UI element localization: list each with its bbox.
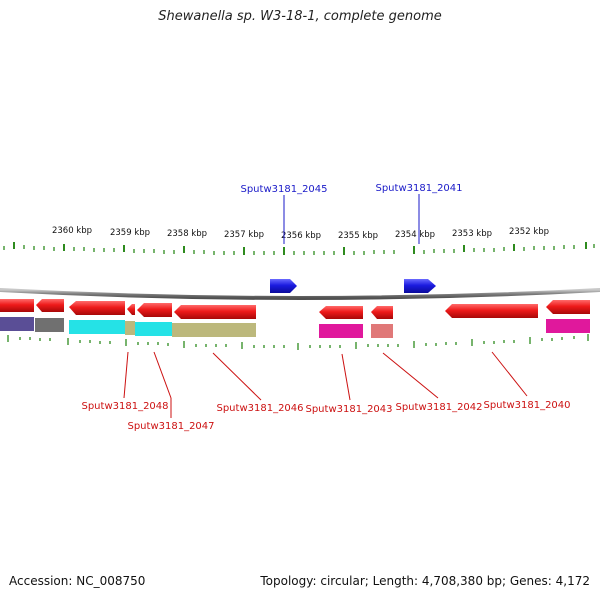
label-sputw3181-2043[interactable]: Sputw3181_2043 bbox=[305, 404, 392, 415]
reverse-strand bbox=[0, 299, 590, 319]
reverse-labels: Sputw3181_2048 Sputw3181_2047 Sputw3181_… bbox=[81, 351, 571, 432]
gene-reverse-left-edge[interactable] bbox=[0, 299, 34, 312]
accession-text: Accession: NC_008750 bbox=[9, 574, 146, 588]
gene-sputw3181-2042[interactable] bbox=[371, 306, 393, 319]
genome-backbone bbox=[0, 288, 600, 300]
gene-sputw3181-2041[interactable] bbox=[404, 279, 436, 293]
cog-segment-magenta-2 bbox=[546, 319, 590, 333]
label-sputw3181-2046[interactable]: Sputw3181_2046 bbox=[216, 403, 303, 414]
scale-major-ticks bbox=[13, 242, 587, 255]
scale-label-2360: 2360 kbp bbox=[52, 226, 92, 236]
gene-reverse-2[interactable] bbox=[36, 299, 64, 312]
gene-sputw3181-2047[interactable] bbox=[137, 303, 172, 317]
cog-segment-cyan-1 bbox=[69, 320, 125, 334]
label-sputw3181-2040[interactable]: Sputw3181_2040 bbox=[483, 400, 570, 411]
lower-ticks bbox=[7, 334, 589, 350]
label-sputw3181-2041[interactable]: Sputw3181_2041 bbox=[375, 183, 462, 194]
cog-segment-khaki-1 bbox=[125, 321, 135, 335]
label-sputw3181-2042[interactable]: Sputw3181_2042 bbox=[395, 402, 482, 413]
cog-segment-purple bbox=[0, 317, 34, 331]
genome-title: Shewanella sp. W3-18-1, complete genome bbox=[158, 9, 442, 24]
scale-label-2359: 2359 kbp bbox=[110, 228, 150, 238]
scale-label-2352: 2352 kbp bbox=[509, 227, 549, 237]
cog-band bbox=[0, 317, 590, 338]
scale-label-2355: 2355 kbp bbox=[338, 231, 378, 241]
label-sputw3181-2045[interactable]: Sputw3181_2045 bbox=[240, 184, 327, 195]
gene-reverse-right-edge[interactable] bbox=[546, 300, 590, 314]
forward-strand bbox=[270, 279, 436, 293]
label-sputw3181-2048[interactable]: Sputw3181_2048 bbox=[81, 401, 168, 412]
cog-segment-cyan-2 bbox=[135, 322, 172, 336]
scale-axis: 2360 kbp 2359 kbp 2358 kbp 2357 kbp 2356… bbox=[3, 226, 595, 255]
scale-label-2354: 2354 kbp bbox=[395, 230, 435, 240]
cog-segment-gray bbox=[35, 318, 64, 332]
cog-segment-salmon bbox=[371, 324, 393, 338]
gene-sputw3181-2048[interactable] bbox=[69, 301, 125, 315]
scale-label-2358: 2358 kbp bbox=[167, 229, 207, 239]
gene-sputw3181-2046[interactable] bbox=[174, 305, 256, 319]
gene-small-reverse[interactable] bbox=[127, 304, 135, 315]
gene-sputw3181-2045[interactable] bbox=[270, 279, 297, 293]
genome-stats-text: Topology: circular; Length: 4,708,380 bp… bbox=[260, 574, 590, 588]
scale-label-2357: 2357 kbp bbox=[224, 230, 264, 240]
cog-segment-magenta-1 bbox=[319, 324, 363, 338]
scale-label-2356: 2356 kbp bbox=[281, 231, 321, 241]
scale-label-2353: 2353 kbp bbox=[452, 229, 492, 239]
forward-labels: Sputw3181_2045 Sputw3181_2041 bbox=[240, 183, 463, 244]
scale-minor-ticks bbox=[3, 244, 595, 255]
gene-sputw3181-2043[interactable] bbox=[319, 306, 363, 319]
label-sputw3181-2047[interactable]: Sputw3181_2047 bbox=[127, 421, 214, 432]
gene-sputw3181-2040[interactable] bbox=[445, 304, 538, 318]
cog-segment-khaki-2 bbox=[172, 323, 256, 337]
